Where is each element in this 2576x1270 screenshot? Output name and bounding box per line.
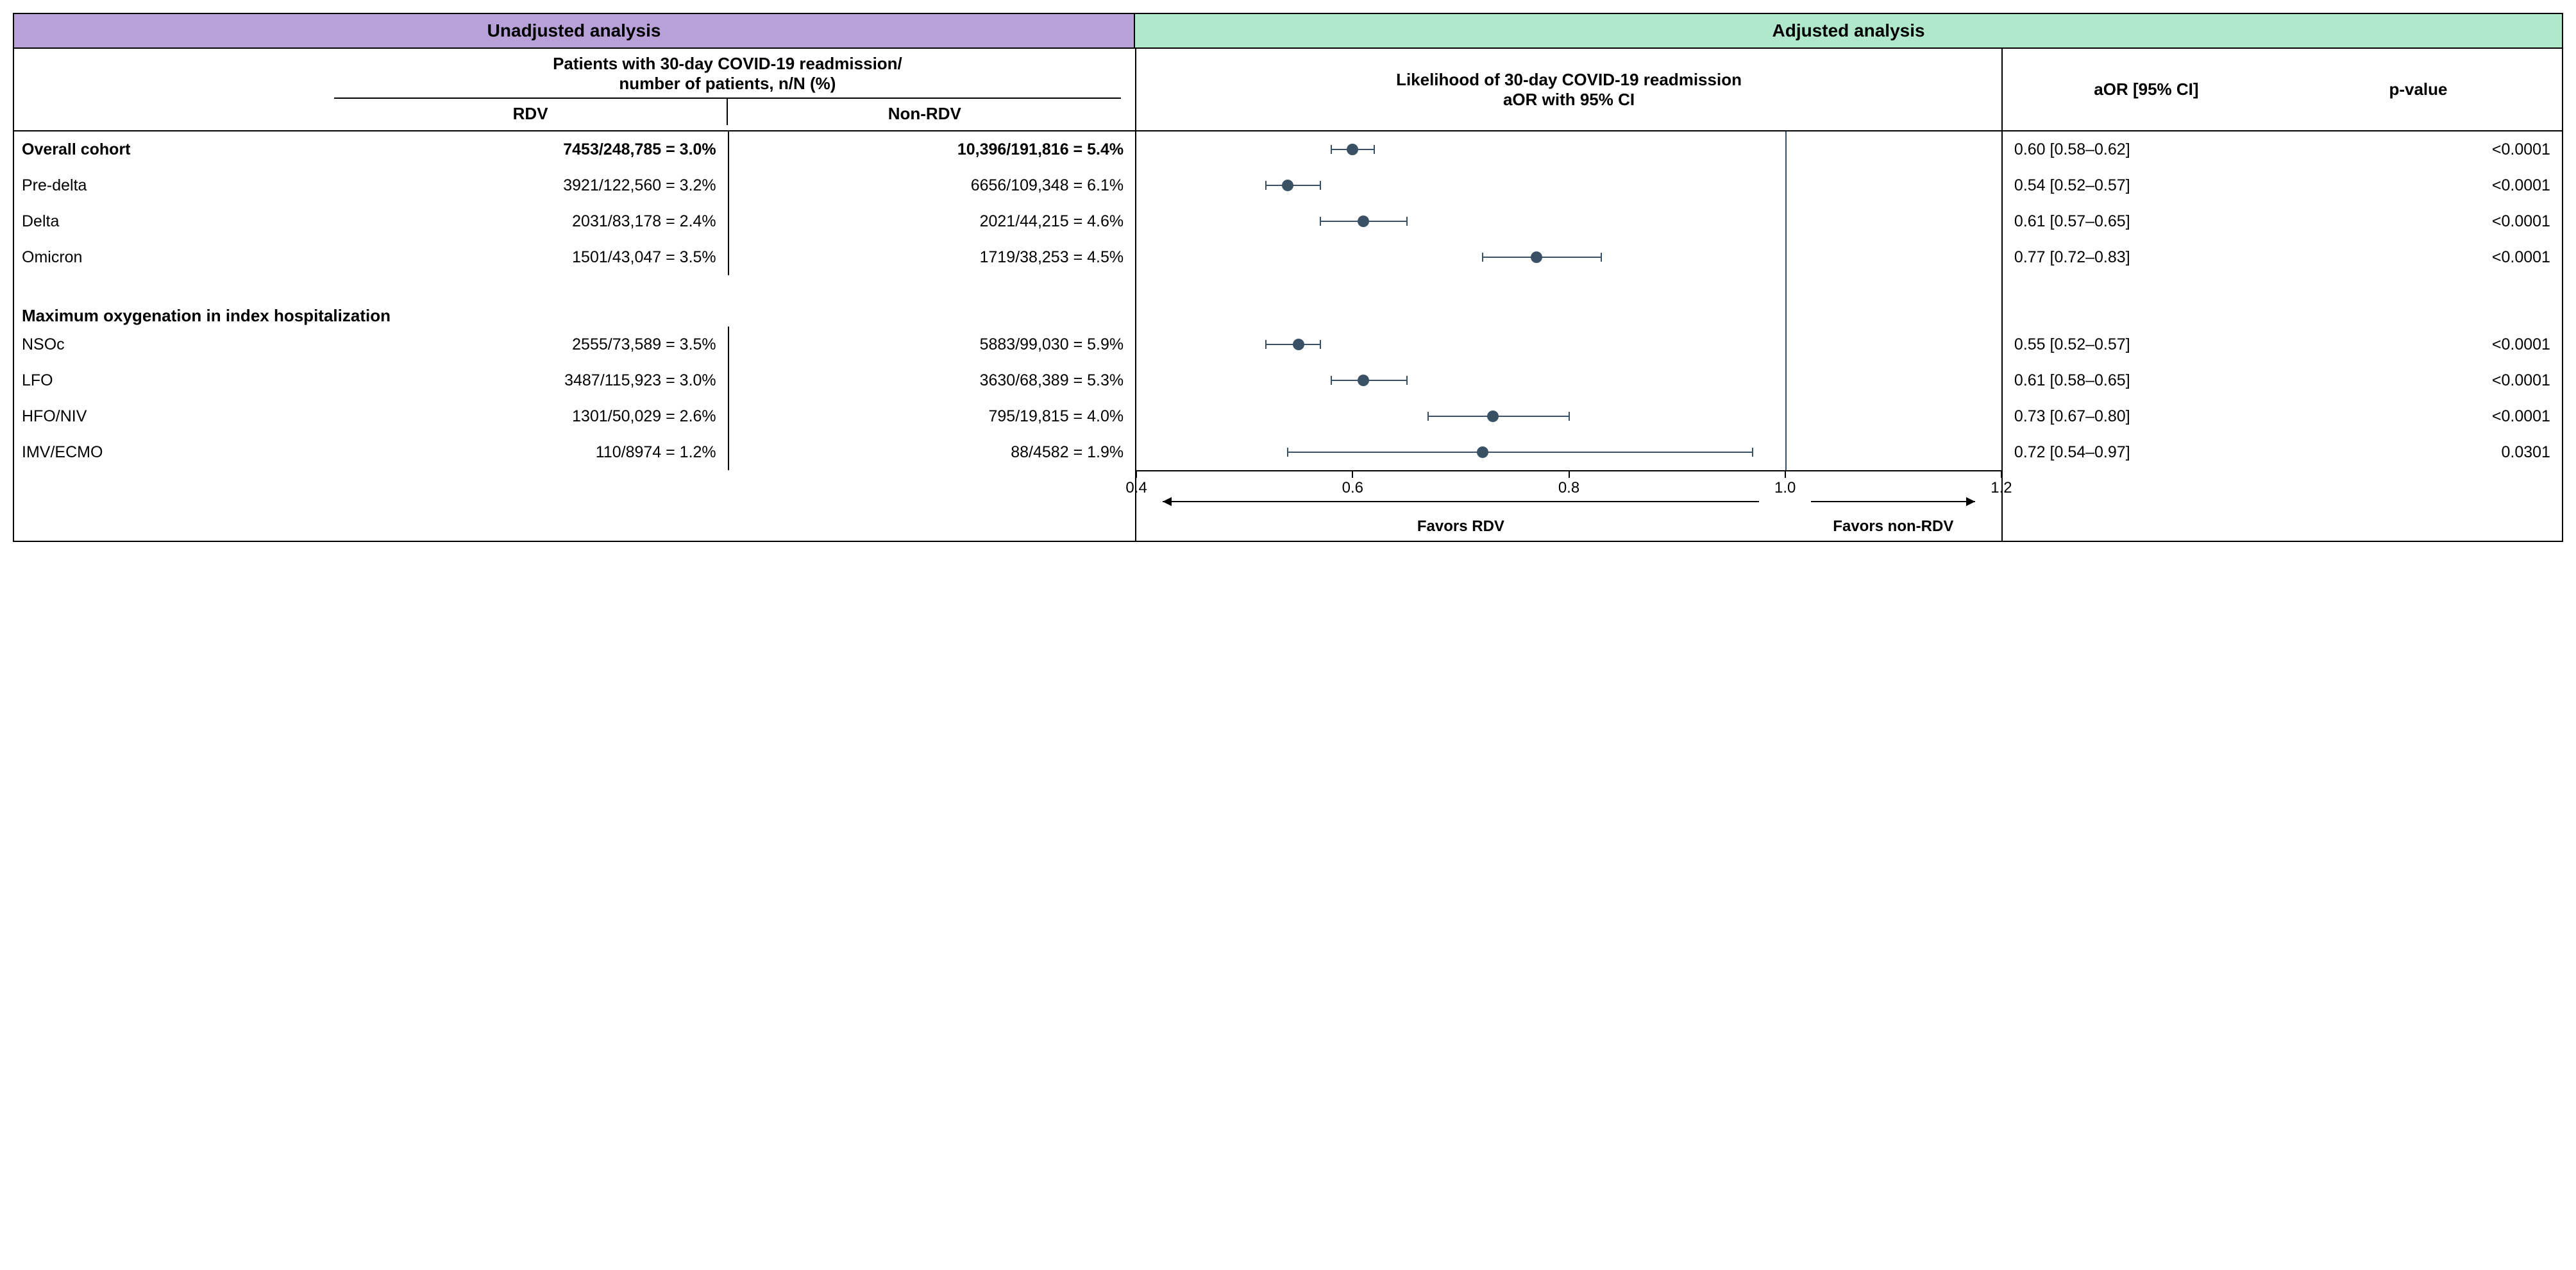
p-label: p-value [2282, 80, 2554, 99]
point-estimate [1358, 216, 1369, 227]
table-row: Pre-delta3921/122,560 = 3.2%6656/109,348… [14, 167, 1135, 203]
forest-row [1136, 131, 2001, 167]
nonrdv-value: 5883/99,030 = 5.9% [728, 335, 1135, 354]
forest-row [1136, 167, 2001, 203]
forest-row [1136, 434, 2001, 470]
aor-value: 0.72 [0.54–0.97] [2003, 443, 2338, 462]
tick-label: 1.0 [1774, 479, 1796, 497]
forest-plot: 0.40.60.81.01.2Favors RDVFavors non-RDV [1135, 131, 2001, 541]
table-row: Overall cohort7453/248,785 = 3.0%10,396/… [14, 131, 1135, 167]
col-nonrdv: Non-RDV [728, 99, 1121, 125]
forest-header: Likelihood of 30-day COVID-19 readmissio… [1135, 49, 2001, 130]
tick-label: 1.2 [1991, 479, 2012, 497]
aor-value: 0.61 [0.57–0.65] [2003, 212, 2338, 231]
forest-row [1136, 398, 2001, 434]
aor-value: 0.55 [0.52–0.57] [2003, 335, 2338, 354]
aor-row: 0.72 [0.54–0.97]0.0301 [2003, 434, 2562, 470]
nonrdv-value: 1719/38,253 = 4.5% [728, 248, 1135, 267]
nonrdv-value: 3630/68,389 = 5.3% [728, 371, 1135, 390]
nonrdv-value: 88/4582 = 1.9% [728, 443, 1135, 462]
p-value: <0.0001 [2338, 371, 2562, 390]
p-value: <0.0001 [2338, 140, 2562, 159]
patients-label: Patients with 30-day COVID-19 readmissio… [328, 54, 1127, 97]
aor-row: 0.54 [0.52–0.57]<0.0001 [2003, 167, 2562, 203]
row-label: Overall cohort [14, 140, 320, 159]
col-rdv: RDV [334, 99, 728, 125]
favors-rdv: Favors RDV [1417, 518, 1504, 536]
rdv-value: 110/8974 = 1.2% [320, 443, 727, 462]
tick-label: 0.8 [1558, 479, 1579, 497]
forest-plot-figure: Unadjusted analysis Adjusted analysis Pa… [13, 13, 2563, 542]
rdv-value: 7453/248,785 = 3.0% [320, 140, 727, 159]
aor-row: 0.61 [0.57–0.65]<0.0001 [2003, 203, 2562, 239]
table-row: LFO3487/115,923 = 3.0%3630/68,389 = 5.3% [14, 362, 1135, 398]
forest-row [1136, 326, 2001, 362]
row-label: IMV/ECMO [14, 443, 320, 462]
rdv-value: 3921/122,560 = 3.2% [320, 176, 727, 195]
aor-row: 0.60 [0.58–0.62]<0.0001 [2003, 131, 2562, 167]
body-right: 0.60 [0.58–0.62]<0.00010.54 [0.52–0.57]<… [2001, 131, 2562, 541]
forest-row [1136, 239, 2001, 275]
rdv-value: 1501/43,047 = 3.5% [320, 248, 727, 267]
row-label: LFO [14, 371, 320, 390]
nonrdv-value: 6656/109,348 = 6.1% [728, 176, 1135, 195]
table-row: Omicron1501/43,047 = 3.5%1719/38,253 = 4… [14, 239, 1135, 275]
row-label: Omicron [14, 248, 320, 267]
row-label: HFO/NIV [14, 407, 320, 426]
row-label: NSOc [14, 335, 320, 354]
point-estimate [1531, 251, 1542, 263]
table-row: Delta2031/83,178 = 2.4%2021/44,215 = 4.6… [14, 203, 1135, 239]
forest-row [1136, 203, 2001, 239]
aor-label: aOR [95% CI] [2010, 80, 2282, 99]
point-estimate [1487, 411, 1499, 422]
nonrdv-value: 795/19,815 = 4.0% [728, 407, 1135, 426]
table-row: HFO/NIV1301/50,029 = 2.6%795/19,815 = 4.… [14, 398, 1135, 434]
rdv-value: 2555/73,589 = 3.5% [320, 335, 727, 354]
nonrdv-value: 10,396/191,816 = 5.4% [728, 140, 1135, 159]
forest-row [1136, 362, 2001, 398]
tick-label: 0.4 [1125, 479, 1147, 497]
aor-value: 0.77 [0.72–0.83] [2003, 248, 2338, 267]
point-estimate [1282, 180, 1293, 191]
x-axis: 0.40.60.81.01.2Favors RDVFavors non-RDV [1136, 470, 2001, 541]
p-value: 0.0301 [2338, 443, 2562, 462]
p-value: <0.0001 [2338, 212, 2562, 231]
table-row: IMV/ECMO110/8974 = 1.2%88/4582 = 1.9% [14, 434, 1135, 470]
point-estimate [1358, 375, 1369, 386]
aor-value: 0.61 [0.58–0.65] [2003, 371, 2338, 390]
p-value: <0.0001 [2338, 176, 2562, 195]
point-estimate [1293, 339, 1304, 350]
patients-header: Patients with 30-day COVID-19 readmissio… [320, 49, 1135, 130]
header-unadjusted: Unadjusted analysis [14, 14, 1135, 49]
aor-value: 0.73 [0.67–0.80] [2003, 407, 2338, 426]
table-row: NSOc2555/73,589 = 3.5%5883/99,030 = 5.9% [14, 326, 1135, 362]
aor-row: 0.73 [0.67–0.80]<0.0001 [2003, 398, 2562, 434]
body-left: Overall cohort7453/248,785 = 3.0%10,396/… [14, 131, 1135, 541]
tick-label: 0.6 [1342, 479, 1363, 497]
rdv-value: 3487/115,923 = 3.0% [320, 371, 727, 390]
favors-nonrdv: Favors non-RDV [1833, 518, 1953, 536]
nonrdv-value: 2021/44,215 = 4.6% [728, 212, 1135, 231]
aor-header: aOR [95% CI] p-value [2001, 49, 2562, 130]
aor-value: 0.60 [0.58–0.62] [2003, 140, 2338, 159]
p-value: <0.0001 [2338, 407, 2562, 426]
rdv-value: 2031/83,178 = 2.4% [320, 212, 727, 231]
aor-row: 0.77 [0.72–0.83]<0.0001 [2003, 239, 2562, 275]
aor-row: 0.61 [0.58–0.65]<0.0001 [2003, 362, 2562, 398]
point-estimate [1347, 144, 1358, 155]
rdv-value: 1301/50,029 = 2.6% [320, 407, 727, 426]
body-area: Overall cohort7453/248,785 = 3.0%10,396/… [14, 131, 2562, 541]
section-header: Maximum oxygenation in index hospitaliza… [14, 294, 1135, 326]
point-estimate [1477, 446, 1488, 458]
aor-row: 0.55 [0.52–0.57]<0.0001 [2003, 326, 2562, 362]
header-adjusted: Adjusted analysis [1135, 14, 2562, 49]
p-value: <0.0001 [2338, 335, 2562, 354]
p-value: <0.0001 [2338, 248, 2562, 267]
subheader-row: Patients with 30-day COVID-19 readmissio… [14, 49, 2562, 131]
row-label: Pre-delta [14, 176, 320, 195]
header-row: Unadjusted analysis Adjusted analysis [14, 14, 2562, 49]
row-label: Delta [14, 212, 320, 231]
aor-value: 0.54 [0.52–0.57] [2003, 176, 2338, 195]
